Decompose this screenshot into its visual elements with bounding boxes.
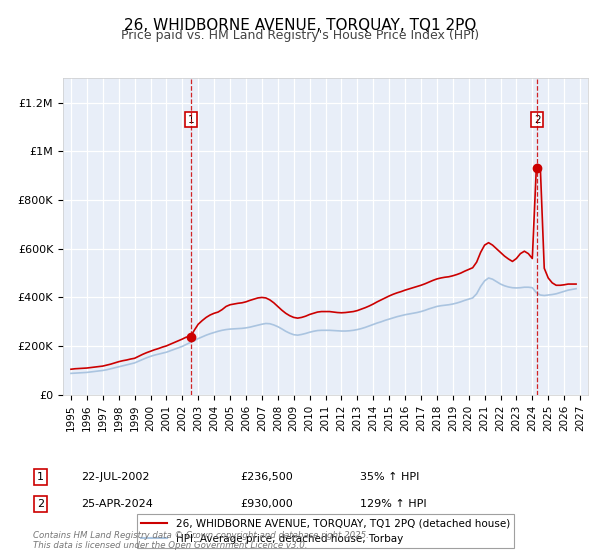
Text: 35% ↑ HPI: 35% ↑ HPI (360, 472, 419, 482)
Text: 1: 1 (188, 115, 194, 125)
Text: 129% ↑ HPI: 129% ↑ HPI (360, 499, 427, 509)
Text: 1: 1 (37, 472, 44, 482)
Text: Contains HM Land Registry data © Crown copyright and database right 2025.
This d: Contains HM Land Registry data © Crown c… (33, 530, 369, 550)
Text: £236,500: £236,500 (240, 472, 293, 482)
Text: 25-APR-2024: 25-APR-2024 (81, 499, 153, 509)
Text: 22-JUL-2002: 22-JUL-2002 (81, 472, 149, 482)
Legend: 26, WHIDBORNE AVENUE, TORQUAY, TQ1 2PQ (detached house), HPI: Average price, det: 26, WHIDBORNE AVENUE, TORQUAY, TQ1 2PQ (… (137, 514, 514, 548)
Text: £930,000: £930,000 (240, 499, 293, 509)
Text: 2: 2 (37, 499, 44, 509)
Text: 2: 2 (534, 115, 541, 125)
Text: Price paid vs. HM Land Registry's House Price Index (HPI): Price paid vs. HM Land Registry's House … (121, 29, 479, 42)
Text: 26, WHIDBORNE AVENUE, TORQUAY, TQ1 2PQ: 26, WHIDBORNE AVENUE, TORQUAY, TQ1 2PQ (124, 18, 476, 33)
